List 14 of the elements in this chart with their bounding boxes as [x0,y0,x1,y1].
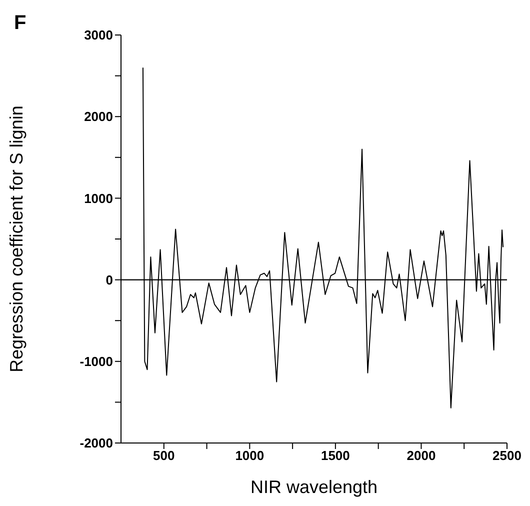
y-tick-label: 2000 [84,109,113,124]
x-tick-label: 1000 [235,448,264,464]
x-tick-label: 2500 [492,448,522,464]
chart-title: F [14,12,26,35]
x-axis-title: NIR wavelength [250,477,378,497]
y-tick-label: 0 [106,272,113,288]
x-tick-label: 1500 [320,448,350,464]
y-tick-label: 1000 [84,190,113,206]
y-tick-label: -1000 [80,354,113,370]
y-axis-title: Regression coefficient for S lignin [6,106,26,372]
x-tick-label: 500 [153,448,175,464]
y-tick-label: 3000 [84,28,113,43]
x-tick-label: 2000 [406,448,436,464]
y-tick-label: -2000 [80,436,113,451]
